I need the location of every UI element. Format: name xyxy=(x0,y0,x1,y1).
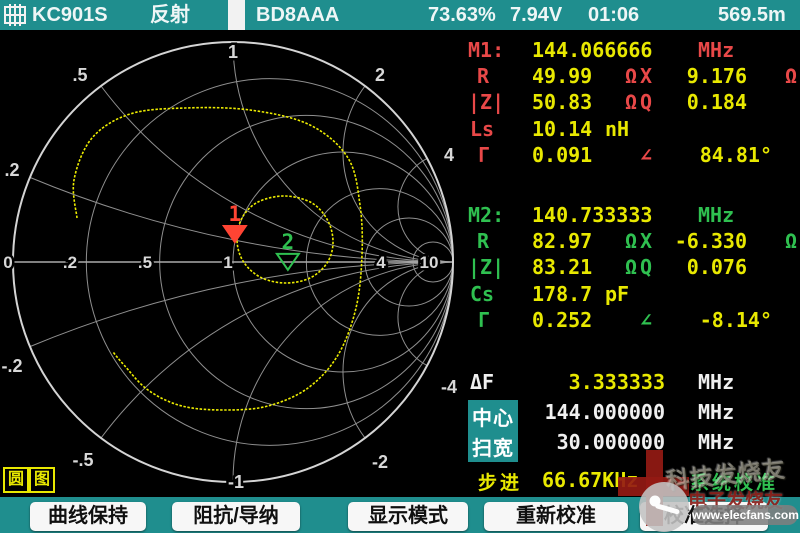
svg-text:2: 2 xyxy=(375,65,385,85)
center-freq-field[interactable]: 中心 xyxy=(468,400,518,432)
chart-tag-char: 圆 xyxy=(3,467,29,493)
m2-rx-row: R 82.97 Ω X -6.330 Ω xyxy=(477,229,798,253)
delta-f-row: ΔF 3.333333 MHz xyxy=(470,370,735,394)
status-right-value: 569.5m xyxy=(718,4,786,26)
svg-text:.5: .5 xyxy=(138,253,152,272)
svg-text:.5: .5 xyxy=(72,65,87,85)
m1-freq-unit: MHz xyxy=(698,38,735,62)
center-freq-row: 中心 144.000000 MHz xyxy=(465,400,800,432)
m2-gamma-row: Γ 0.252 ∠ -8.14° xyxy=(478,308,772,332)
svg-text:-1: -1 xyxy=(228,472,244,492)
svg-text:-.2: -.2 xyxy=(1,356,22,376)
svg-text:0: 0 xyxy=(3,253,12,272)
m1-gamma-row: Γ 0.091 ∠ 84.81° xyxy=(478,143,772,167)
svg-text:4: 4 xyxy=(376,253,386,272)
m1-zq-row: |Z| 50.83 Ω Q 0.184 xyxy=(468,90,747,114)
menu-button-recalibrate[interactable]: 重新校准 xyxy=(484,502,628,531)
step-row: 步进 66.67KHz 系统校准 xyxy=(465,468,800,494)
m1-ls-row: Ls 10.14 nH xyxy=(470,117,630,141)
svg-text:-2: -2 xyxy=(372,452,388,472)
m1-rx-row: R 49.99 Ω X 9.176 Ω xyxy=(477,64,798,88)
menu-button-cal-select[interactable]: 校准选择 xyxy=(640,502,768,531)
svg-text:1: 1 xyxy=(223,253,232,272)
step-label: 步进 xyxy=(478,473,523,494)
m2-freq-unit: MHz xyxy=(698,203,735,227)
svg-text:.2: .2 xyxy=(63,253,77,272)
trace-color-square-icon xyxy=(228,0,245,30)
m2-freq: 140.733333 xyxy=(532,203,653,227)
m2-zq-row: |Z| 83.21 Ω Q 0.076 xyxy=(468,255,747,279)
chart-tag-char: 图 xyxy=(29,467,55,493)
mode-label: 反射 xyxy=(150,4,190,26)
svg-text:.2: .2 xyxy=(4,160,19,180)
measurement-panel: M1: 144.066666 MHz R 49.99 Ω X 9.176 Ω |… xyxy=(465,30,800,497)
step-value: 66.67KHz xyxy=(542,468,639,492)
svg-text:1: 1 xyxy=(228,42,238,62)
device-model: KC901S xyxy=(32,4,108,26)
m2-freq-row: M2: 140.733333 MHz xyxy=(465,203,800,229)
menu-button-impedance-admittance[interactable]: 阻抗/导纳 xyxy=(172,502,300,531)
m1-freq: 144.066666 xyxy=(532,38,653,62)
svg-text:4: 4 xyxy=(444,145,454,165)
battery-voltage: 7.94V xyxy=(510,4,563,26)
kc-logo-icon xyxy=(4,4,26,26)
m2-label: M2: xyxy=(468,203,505,227)
m1-freq-row: M1: 144.066666 MHz xyxy=(465,38,800,64)
svg-text:10: 10 xyxy=(420,253,439,272)
cal-status: 系统校准 xyxy=(690,473,779,494)
clock: 01:06 xyxy=(588,4,640,26)
callsign: BD8AAA xyxy=(256,4,340,26)
svg-text:1: 1 xyxy=(228,202,241,226)
top-status-bar: KC901S 反射 BD8AAA 73.63% 7.94V 01:06 569.… xyxy=(0,0,800,30)
m2-cs-row: Cs 178.7 pF xyxy=(470,282,630,306)
svg-text:-4: -4 xyxy=(441,377,457,397)
svg-text:-.5: -.5 xyxy=(72,450,93,470)
span-freq-row: 扫宽 30.000000 MHz xyxy=(465,430,800,462)
battery-percent: 73.63% xyxy=(428,4,496,26)
smith-chart: 0 .2 .5 1 4 10 .2 .5 1 2 4 -4 -2 -1 -.5 -.2 1 2 xyxy=(0,40,460,495)
menu-button-curve-hold[interactable]: 曲线保持 xyxy=(30,502,146,531)
m1-label: M1: xyxy=(468,38,505,62)
menu-button-display-mode[interactable]: 显示模式 xyxy=(348,502,468,531)
svg-text:2: 2 xyxy=(282,230,295,254)
span-freq-field[interactable]: 扫宽 xyxy=(468,430,518,462)
